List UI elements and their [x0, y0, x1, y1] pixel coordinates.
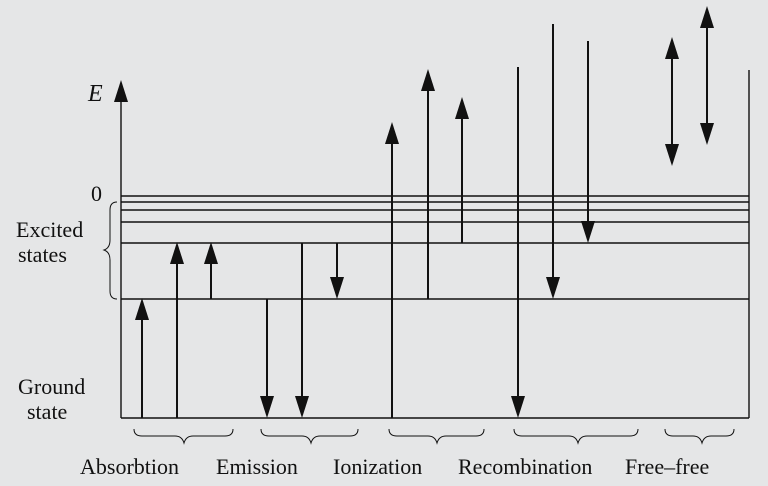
- group-braces: [133, 428, 735, 445]
- absorption-brace: [133, 428, 234, 445]
- absorption-arrows: [135, 242, 218, 418]
- emission-arrows: [260, 243, 344, 418]
- ground-state-label-line1: Ground: [18, 374, 85, 399]
- arrowhead-up: [700, 6, 714, 28]
- recombination-label: Recombination: [458, 454, 592, 479]
- energy-levels: [121, 195, 749, 300]
- energy-axis-label: E: [87, 81, 103, 107]
- absorption-label: Absorbtion: [80, 454, 179, 479]
- arrowhead-up: [385, 122, 399, 144]
- ground-state-label-line2: state: [27, 399, 67, 424]
- arrowhead-up: [135, 298, 149, 320]
- free-free-arrows: [665, 6, 714, 166]
- recombination-arrows: [511, 24, 595, 418]
- arrowhead-up: [170, 242, 184, 264]
- excited-states-brace: [102, 201, 118, 300]
- arrowhead-up: [665, 37, 679, 59]
- emission-brace: [260, 428, 359, 445]
- arrowhead-down: [295, 396, 309, 418]
- arrowhead-down: [546, 277, 560, 299]
- excited-states-label-line2: states: [18, 242, 67, 267]
- recombination-brace: [513, 428, 639, 445]
- zero-label: 0: [91, 181, 102, 206]
- arrowhead-down: [511, 396, 525, 418]
- arrowhead-down: [581, 221, 595, 243]
- free-free-label: Free–free: [625, 454, 709, 479]
- energy-axis: [114, 80, 128, 418]
- ionization-arrows: [385, 69, 469, 418]
- arrowhead-up: [421, 69, 435, 91]
- arrowhead-up: [204, 242, 218, 264]
- arrowhead-down: [260, 396, 274, 418]
- arrowhead-down: [700, 123, 714, 145]
- arrowhead-down: [665, 144, 679, 166]
- ionization-label: Ionization: [333, 454, 422, 479]
- arrowhead-up: [455, 97, 469, 119]
- free-free-brace: [664, 428, 735, 445]
- emission-label: Emission: [216, 454, 298, 479]
- ionization-brace: [388, 428, 485, 445]
- arrowhead-down: [330, 277, 344, 299]
- excited-states-label-line1: Excited: [16, 217, 83, 242]
